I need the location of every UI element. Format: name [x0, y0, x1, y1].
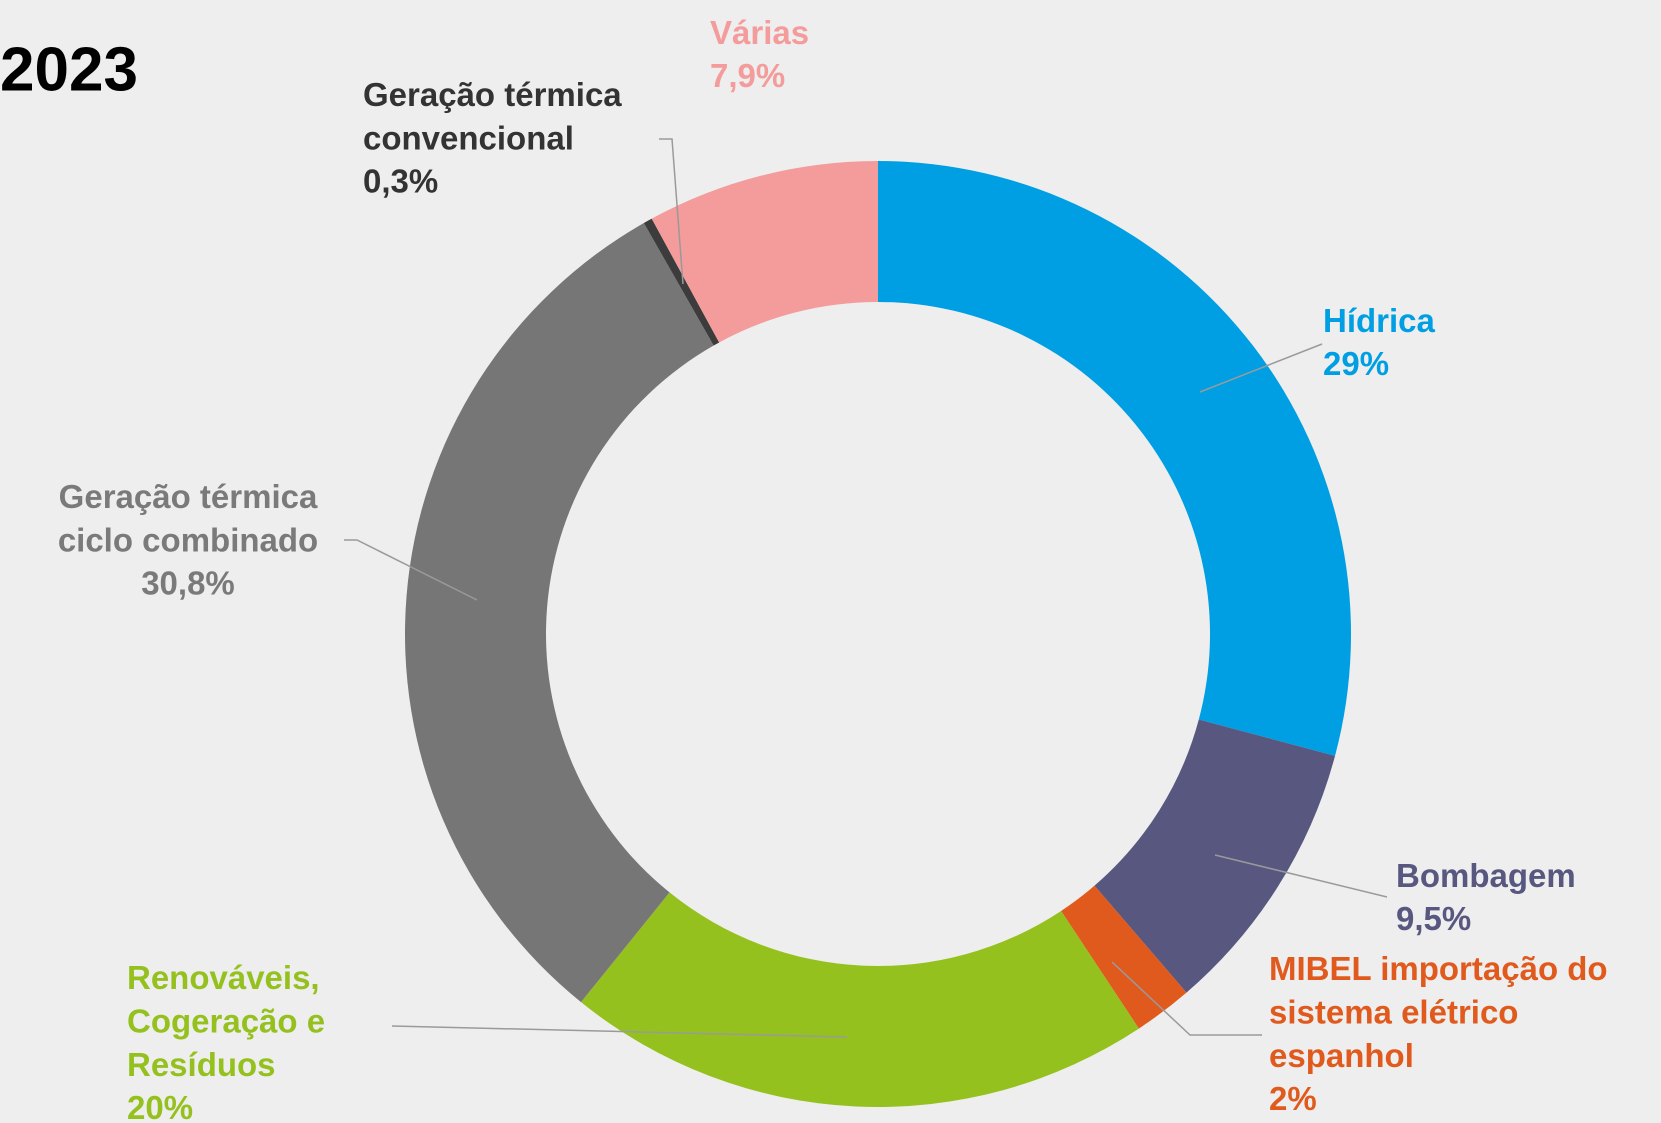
- leader-line: [1214, 854, 1388, 898]
- leader-line: [659, 138, 684, 285]
- label-line: MIBEL importação do: [1269, 950, 1608, 987]
- value-label: 20%: [127, 1089, 193, 1123]
- donut-slice: [878, 161, 1351, 756]
- label-line: Várias: [710, 14, 809, 51]
- label-line: Resíduos: [127, 1046, 276, 1083]
- donut-slice: [404, 223, 714, 1003]
- label-line: convencional: [363, 119, 574, 156]
- label-line: Geração térmica: [59, 478, 318, 515]
- label-line: sistema elétrico: [1269, 993, 1518, 1030]
- donut-slice: [581, 892, 1139, 1107]
- chart-title: 2023: [0, 35, 138, 104]
- label-line: Renováveis,: [127, 959, 320, 996]
- leader-line: [344, 539, 478, 601]
- slice-label: Renováveis, Cogeração e Resíduos: [127, 959, 325, 1083]
- value-label: 7,9%: [710, 57, 785, 94]
- label-line: ciclo combinado: [58, 521, 318, 558]
- slice-label: Hídrica: [1323, 302, 1436, 339]
- value-label: 29%: [1323, 345, 1389, 382]
- value-label: 30,8%: [141, 565, 235, 602]
- slice-label: MIBEL importação do sistema elétrico espan…: [1269, 950, 1608, 1074]
- donut-slice: [1094, 719, 1336, 993]
- donut-slice: [1061, 885, 1187, 1029]
- label-line: Cogeração e: [127, 1002, 325, 1039]
- label-line: Hídrica: [1323, 302, 1436, 339]
- leader-line: [1199, 343, 1323, 393]
- leader-line: [391, 1025, 848, 1038]
- value-label: 0,3%: [363, 163, 438, 200]
- slice-label: Várias: [710, 14, 809, 51]
- leader-line: [1111, 961, 1262, 1036]
- label-line: Geração térmica: [363, 76, 622, 113]
- value-label: 2%: [1269, 1080, 1317, 1117]
- slice-label: Geração térmica convencional: [363, 76, 622, 157]
- value-label: 9,5%: [1396, 900, 1471, 937]
- label-line: Bombagem: [1396, 857, 1576, 894]
- donut-slice: [643, 218, 720, 346]
- donut-slice: [651, 161, 878, 343]
- slice-label: Bombagem: [1396, 857, 1576, 894]
- slice-label: Geração térmica ciclo combinado: [58, 478, 318, 559]
- label-line: espanhol: [1269, 1037, 1414, 1074]
